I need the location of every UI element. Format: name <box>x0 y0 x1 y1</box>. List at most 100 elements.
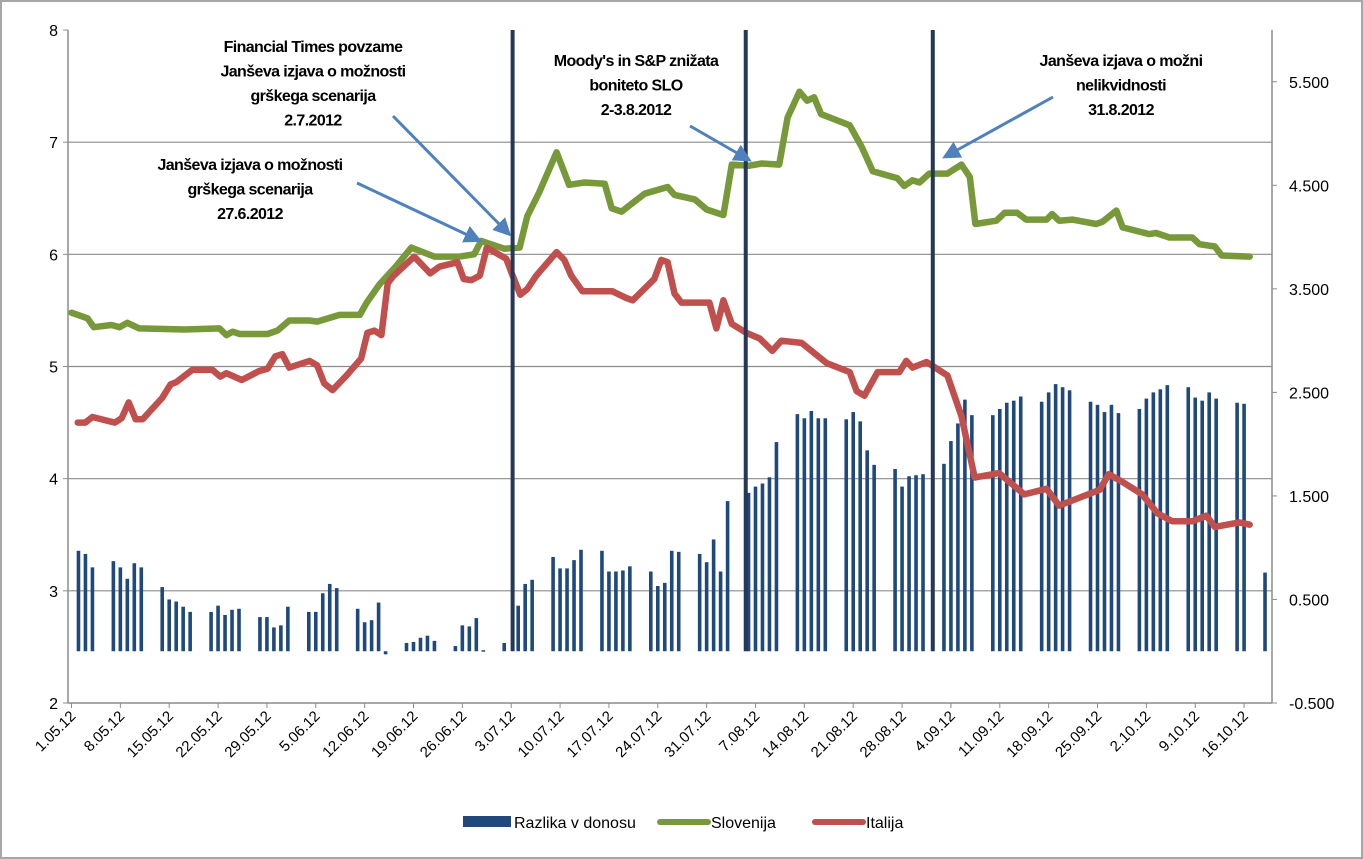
bar <box>1151 392 1156 652</box>
bar <box>655 586 660 652</box>
bar <box>1004 402 1009 652</box>
bar <box>111 561 116 652</box>
bar <box>460 625 465 652</box>
left-tick-label: 7 <box>49 135 58 152</box>
bar <box>942 463 946 652</box>
bar <box>760 483 765 652</box>
bar <box>1235 402 1239 652</box>
right-tick-label: 1.500 <box>1289 489 1329 506</box>
bar <box>1158 389 1163 652</box>
bar <box>676 551 681 652</box>
bar <box>851 412 856 652</box>
annotation-text: Janševa izjava o možnosti <box>220 64 405 81</box>
bar <box>865 450 869 652</box>
line-series <box>68 88 1253 531</box>
bar <box>600 550 604 652</box>
annotations: Financial Times povzame Janševa izjava o … <box>157 39 1203 243</box>
bar <box>970 415 974 652</box>
bar <box>1067 390 1072 652</box>
bar <box>718 571 723 652</box>
bar <box>963 399 967 652</box>
legend-label: Slovenija <box>711 815 776 832</box>
bar <box>572 560 576 652</box>
bar <box>404 642 409 652</box>
annotation-text: 2-3.8.2012 <box>601 102 672 119</box>
bar <box>614 571 618 652</box>
bar <box>258 617 262 652</box>
bar <box>167 599 172 652</box>
bar <box>502 642 507 652</box>
bar <box>272 627 276 652</box>
annotation-text: 31.8.2012 <box>1088 102 1154 119</box>
bar <box>174 601 178 652</box>
bar <box>1109 404 1114 652</box>
legend: Razlika v donosu Slovenija Italija <box>463 815 903 832</box>
bar <box>523 583 527 652</box>
annotation-text: grškega scenarija <box>188 182 314 199</box>
bar <box>551 557 555 652</box>
annotation-text: Janševa izjava o možnosti <box>157 157 342 174</box>
bar <box>1200 400 1205 652</box>
right-tick-label: 2.500 <box>1289 385 1329 402</box>
bar <box>76 550 81 652</box>
bar <box>795 414 800 652</box>
bar <box>914 475 918 652</box>
bar <box>816 418 821 652</box>
annotation-text: Moody's in S&P znižata <box>554 53 719 70</box>
line-italija <box>74 244 1253 531</box>
bar <box>767 477 772 652</box>
bar <box>265 617 269 652</box>
bar <box>313 611 318 652</box>
annotation-arrow <box>942 95 1054 159</box>
bar <box>188 611 192 652</box>
right-tick-label: 3.500 <box>1289 282 1329 299</box>
bar <box>753 486 758 652</box>
bar <box>579 549 583 652</box>
bar <box>530 579 534 652</box>
annotation-text: 2.7.2012 <box>284 113 342 130</box>
bar <box>1144 398 1149 652</box>
bar <box>279 625 283 652</box>
legend-label: Italija <box>866 815 903 832</box>
bar <box>607 571 611 652</box>
bar <box>181 606 185 652</box>
right-tick-label: 0.500 <box>1289 592 1329 609</box>
bar <box>872 464 876 652</box>
bar <box>649 571 653 652</box>
bar <box>209 611 213 652</box>
bar <box>858 421 862 652</box>
bar <box>1018 396 1023 652</box>
bar <box>809 411 814 652</box>
bar <box>90 567 95 652</box>
annotation-text: 27.6.2012 <box>217 206 283 223</box>
bar <box>565 568 569 652</box>
bar <box>125 578 130 652</box>
bar <box>118 567 123 652</box>
bar <box>746 492 751 652</box>
bar <box>237 608 241 652</box>
left-tick-label: 6 <box>49 247 58 264</box>
bar <box>1011 400 1016 652</box>
bar <box>725 501 730 652</box>
bar <box>139 567 144 652</box>
bar <box>621 570 625 652</box>
left-tick-label: 5 <box>49 360 58 377</box>
bar <box>802 418 807 652</box>
bar <box>418 637 423 652</box>
bar <box>1263 572 1267 652</box>
bar <box>286 606 290 652</box>
annotation-text: boniteto SLO <box>589 78 682 95</box>
bar <box>662 582 667 652</box>
annotation-text: Financial Times povzame <box>224 39 404 56</box>
bar <box>467 626 472 652</box>
bar <box>1102 412 1107 652</box>
left-tick-label: 8 <box>49 23 58 40</box>
bar <box>1116 413 1121 652</box>
bar <box>1088 401 1093 652</box>
bar <box>949 441 953 652</box>
right-tick-label: 4.500 <box>1289 178 1329 195</box>
right-tick-label: 5.500 <box>1289 75 1329 92</box>
bar <box>481 650 486 652</box>
bar <box>425 635 430 652</box>
